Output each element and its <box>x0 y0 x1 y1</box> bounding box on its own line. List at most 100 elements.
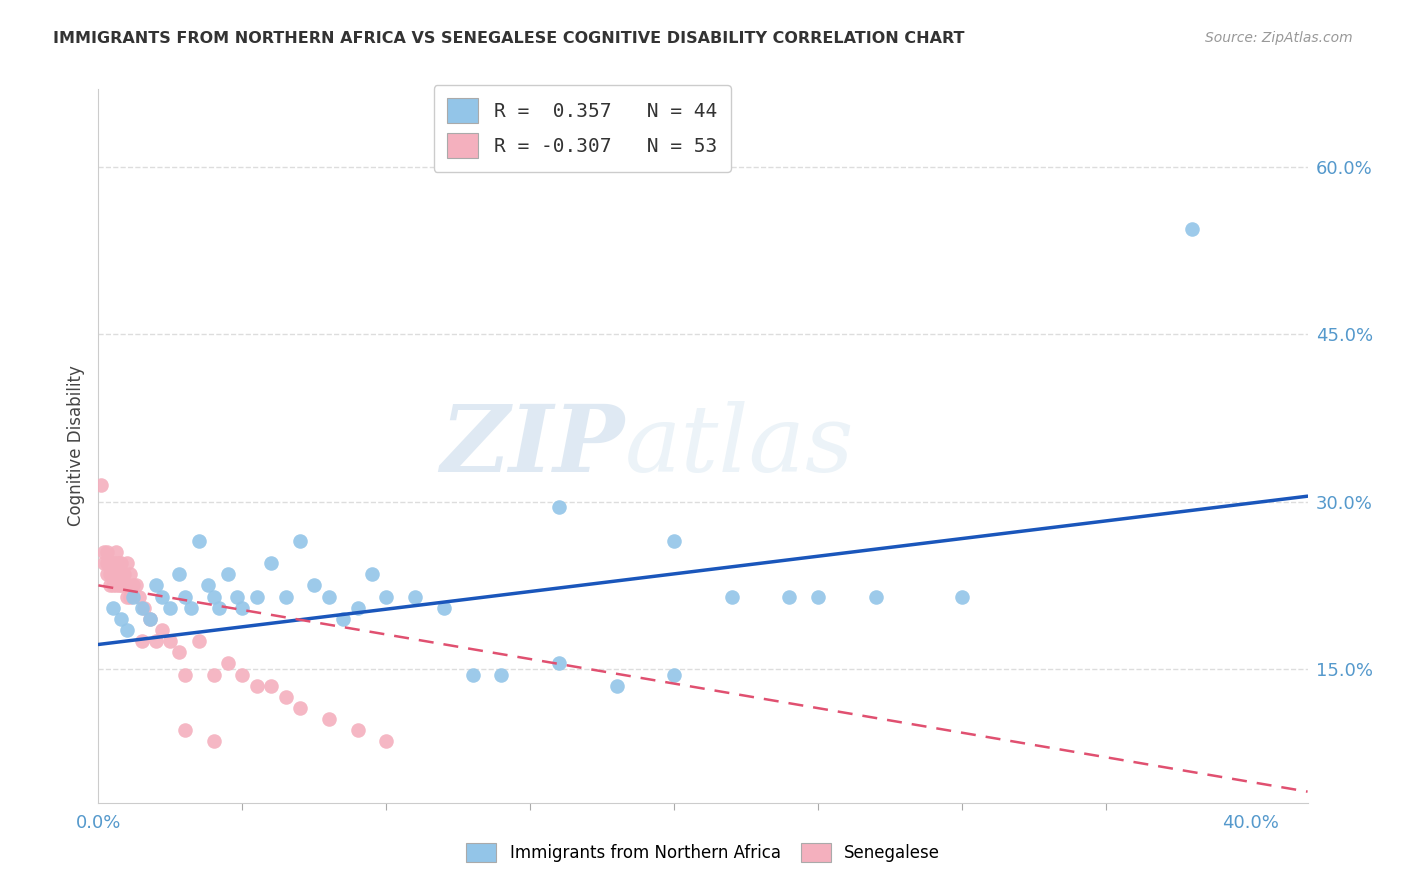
Point <box>159 600 181 615</box>
Point <box>93 545 115 559</box>
Point <box>491 667 513 681</box>
Point <box>96 567 118 582</box>
Point <box>104 578 127 592</box>
Point <box>120 567 142 582</box>
Point <box>104 545 127 559</box>
Point <box>548 657 571 671</box>
Point <box>104 556 127 570</box>
Point <box>90 478 112 492</box>
Point <box>101 578 124 592</box>
Point <box>346 600 368 615</box>
Point <box>346 723 368 738</box>
Point <box>110 578 132 592</box>
Point <box>288 701 311 715</box>
Legend: R =  0.357   N = 44, R = -0.307   N = 53: R = 0.357 N = 44, R = -0.307 N = 53 <box>433 85 731 171</box>
Point <box>461 667 484 681</box>
Point <box>375 734 398 748</box>
Point <box>150 590 173 604</box>
Point <box>112 567 135 582</box>
Point <box>260 556 283 570</box>
Point <box>115 590 138 604</box>
Point <box>274 690 297 704</box>
Point <box>107 556 129 570</box>
Point <box>98 578 121 592</box>
Point <box>107 567 129 582</box>
Point <box>208 600 231 615</box>
Point <box>122 590 145 604</box>
Point <box>98 556 121 570</box>
Point <box>120 590 142 604</box>
Point <box>1181 221 1204 235</box>
Point <box>225 590 247 604</box>
Point <box>332 612 354 626</box>
Point <box>188 533 211 548</box>
Point <box>131 634 153 648</box>
Point <box>159 634 181 648</box>
Point <box>548 500 571 515</box>
Point <box>202 590 225 604</box>
Point <box>139 612 162 626</box>
Point <box>122 578 145 592</box>
Point <box>96 556 118 570</box>
Point <box>950 590 973 604</box>
Point <box>101 600 124 615</box>
Point <box>202 734 225 748</box>
Point <box>115 623 138 637</box>
Point <box>98 567 121 582</box>
Point <box>101 567 124 582</box>
Text: IMMIGRANTS FROM NORTHERN AFRICA VS SENEGALESE COGNITIVE DISABILITY CORRELATION C: IMMIGRANTS FROM NORTHERN AFRICA VS SENEG… <box>53 31 965 46</box>
Point <box>231 600 253 615</box>
Point <box>318 590 340 604</box>
Point <box>110 567 132 582</box>
Point <box>180 600 202 615</box>
Point <box>150 623 173 637</box>
Point <box>96 545 118 559</box>
Legend: Immigrants from Northern Africa, Senegalese: Immigrants from Northern Africa, Senegal… <box>458 834 948 871</box>
Point <box>112 578 135 592</box>
Point <box>115 578 138 592</box>
Point <box>145 634 167 648</box>
Point <box>202 667 225 681</box>
Point <box>288 533 311 548</box>
Point <box>664 533 686 548</box>
Point <box>197 578 219 592</box>
Point <box>173 667 195 681</box>
Y-axis label: Cognitive Disability: Cognitive Disability <box>66 366 84 526</box>
Point <box>101 556 124 570</box>
Point <box>167 567 190 582</box>
Point <box>134 600 156 615</box>
Point <box>145 578 167 592</box>
Point <box>606 679 628 693</box>
Point <box>404 590 426 604</box>
Point <box>778 590 800 604</box>
Point <box>217 657 239 671</box>
Point <box>173 723 195 738</box>
Text: atlas: atlas <box>624 401 853 491</box>
Text: Source: ZipAtlas.com: Source: ZipAtlas.com <box>1205 31 1353 45</box>
Point <box>274 590 297 604</box>
Point <box>246 590 269 604</box>
Point <box>128 590 150 604</box>
Point <box>93 556 115 570</box>
Point <box>110 612 132 626</box>
Point <box>104 567 127 582</box>
Point <box>304 578 326 592</box>
Point <box>318 712 340 726</box>
Point <box>664 667 686 681</box>
Point <box>125 578 148 592</box>
Point <box>865 590 887 604</box>
Point <box>361 567 384 582</box>
Point <box>720 590 742 604</box>
Point <box>115 556 138 570</box>
Point <box>231 667 253 681</box>
Point <box>807 590 830 604</box>
Point <box>188 634 211 648</box>
Point <box>107 578 129 592</box>
Point <box>260 679 283 693</box>
Point <box>110 556 132 570</box>
Point <box>246 679 269 693</box>
Point <box>173 590 195 604</box>
Point <box>167 645 190 659</box>
Point <box>375 590 398 604</box>
Point <box>139 612 162 626</box>
